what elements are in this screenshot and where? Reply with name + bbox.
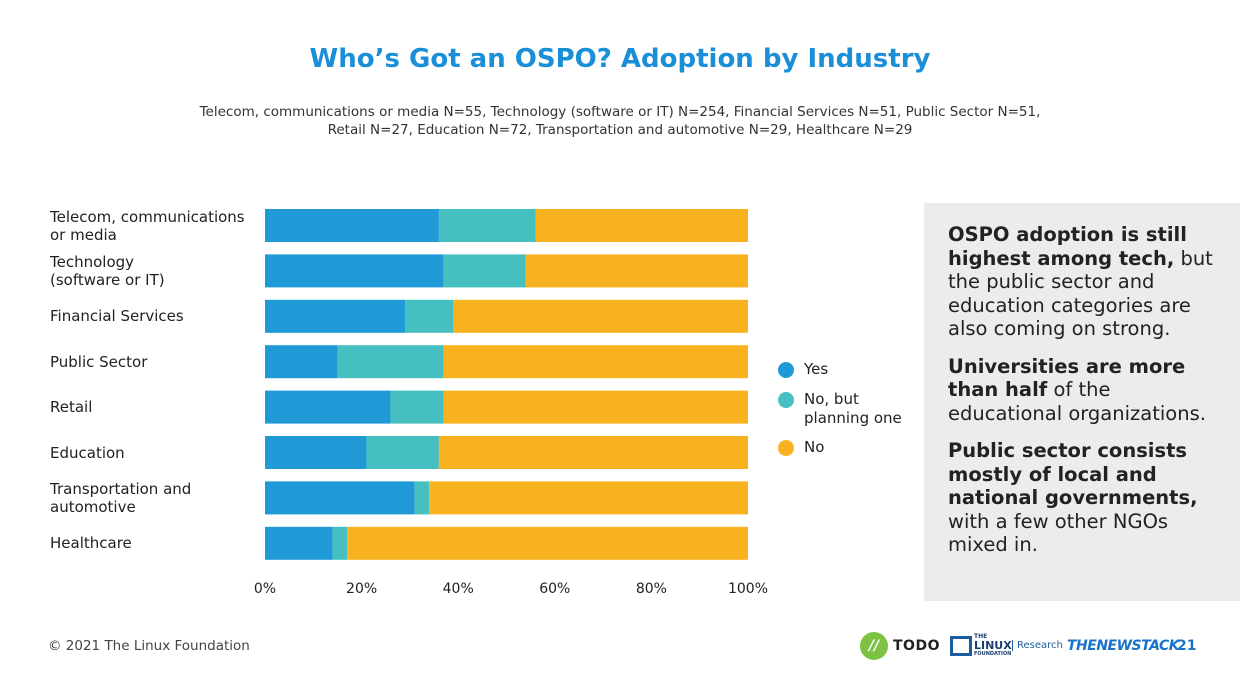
category-label-line: Telecom, communications xyxy=(50,207,245,226)
lf-text-1: THE xyxy=(974,633,988,640)
bar-segment-0-1 xyxy=(438,209,536,242)
legend-label-line: planning one xyxy=(804,409,902,427)
legend-swatch-icon xyxy=(778,440,794,456)
insight-3-bold: Public sector consists mostly of local a… xyxy=(948,439,1198,509)
bar-segment-0-2 xyxy=(535,209,748,242)
x-tick-label: 100% xyxy=(728,581,768,597)
bar-segment-1-0 xyxy=(265,254,444,288)
legend-label-line: No xyxy=(804,438,825,456)
category-label-line: Transportation and xyxy=(50,479,192,498)
bar-segment-5-2 xyxy=(438,436,748,469)
insight-3: Public sector consists mostly of local a… xyxy=(948,439,1218,557)
category-label-line: or media xyxy=(50,225,117,244)
lf-text-2: LINUX xyxy=(974,639,1012,652)
bar-segment-6-2 xyxy=(429,481,748,515)
bar-segment-2-0 xyxy=(265,299,406,333)
category-label: Healthcare xyxy=(50,534,250,552)
legend-label-line: No, but xyxy=(804,390,859,408)
insight-2-bold: Universities are more than half xyxy=(948,354,1186,402)
the-new-stack-logo: THENEWSTACK xyxy=(1067,638,1180,654)
bar-segment-7-0 xyxy=(265,526,333,560)
legend-swatch-icon xyxy=(778,362,794,378)
page-title: Who’s Got an OSPO? Adoption by Industry xyxy=(309,44,931,74)
stacked-bar-chart: 0% 20% 40% 60% 80% 100% xyxy=(254,209,768,597)
x-tick-label: 0% xyxy=(254,581,276,597)
bar-segment-7-1 xyxy=(332,526,348,560)
category-label-line: Education xyxy=(50,443,125,462)
category-label-line: Retail xyxy=(50,398,93,417)
category-label: Transportation and automotive xyxy=(50,480,250,516)
page-subtitle: Telecom, communications or media N=55, T… xyxy=(180,103,1060,139)
bar-segment-7-2 xyxy=(347,526,748,560)
insight-2-rest: of the educational organizations. xyxy=(948,378,1206,425)
subtitle-line-2: Retail N=27, Education N=72, Transportat… xyxy=(327,122,913,138)
subtitle-line-1: Telecom, communications or media N=55, T… xyxy=(199,104,1041,120)
bar-segment-0-0 xyxy=(265,209,439,242)
category-label: Financial Services xyxy=(50,307,250,325)
bar-segment-4-2 xyxy=(443,390,748,424)
bar-segment-3-0 xyxy=(265,345,338,379)
bar-segment-6-0 xyxy=(265,481,415,515)
x-tick-label: 20% xyxy=(346,581,377,597)
category-label-line: (software or IT) xyxy=(50,270,165,289)
legend-label: No xyxy=(804,438,914,457)
category-label-line: automotive xyxy=(50,497,136,516)
category-label-line: Public Sector xyxy=(50,352,148,371)
legend-item: Yes xyxy=(778,360,914,379)
category-label: Education xyxy=(50,444,250,462)
category-label-line: Financial Services xyxy=(50,307,184,326)
linux-foundation-logo-text: THE LINUX FOUNDATION xyxy=(974,633,1012,658)
lf-text-3: FOUNDATION xyxy=(974,651,1012,657)
category-label: Technology (software or IT) xyxy=(50,253,250,289)
x-tick-label: 60% xyxy=(539,581,570,597)
bar-segment-1-2 xyxy=(525,254,748,288)
insight-1-bold: OSPO adoption is still highest among tec… xyxy=(948,223,1187,270)
x-tick-label: 80% xyxy=(636,581,667,597)
x-tick-label: 40% xyxy=(443,581,474,597)
bar-segment-5-0 xyxy=(265,436,367,469)
legend-item: No xyxy=(778,438,914,457)
insight-panel: OSPO adoption is still highest among tec… xyxy=(924,203,1240,601)
category-label: Telecom, communications or media xyxy=(50,208,250,244)
linux-foundation-logo-icon xyxy=(950,636,972,656)
bar-segment-3-2 xyxy=(443,345,748,379)
lf-research-label: Research xyxy=(1012,640,1063,651)
bar-segment-6-1 xyxy=(414,481,430,515)
bar-segment-3-1 xyxy=(337,345,444,379)
page-number: 21 xyxy=(1177,638,1197,654)
category-label-line: Technology xyxy=(50,252,135,271)
legend-item: No, but planning one xyxy=(778,390,914,428)
category-label: Public Sector xyxy=(50,353,250,371)
bar-segment-1-1 xyxy=(443,254,526,288)
legend-swatch-icon xyxy=(778,392,794,408)
bar-segment-5-1 xyxy=(366,436,439,469)
legend-label-line: Yes xyxy=(804,360,829,378)
insight-3-rest: with a few other NGOs mixed in. xyxy=(948,509,1169,557)
todo-logo-icon: // xyxy=(860,632,888,660)
legend-label: Yes xyxy=(804,360,914,379)
bar-segment-2-1 xyxy=(405,299,454,333)
bar-segment-4-1 xyxy=(390,390,444,424)
bar-segment-2-2 xyxy=(453,299,748,333)
legend-label: No, but planning one xyxy=(804,390,914,428)
todo-logo-text: TODO xyxy=(893,638,940,654)
copyright: © 2021 The Linux Foundation xyxy=(48,638,250,654)
insight-1: OSPO adoption is still highest among tec… xyxy=(948,223,1218,341)
insight-2: Universities are more than half of the e… xyxy=(948,355,1218,426)
bar-segment-4-0 xyxy=(265,390,391,424)
category-label: Retail xyxy=(50,398,250,416)
insight-1-rest: but the public sector and education cate… xyxy=(948,246,1213,341)
category-label-line: Healthcare xyxy=(50,534,132,553)
